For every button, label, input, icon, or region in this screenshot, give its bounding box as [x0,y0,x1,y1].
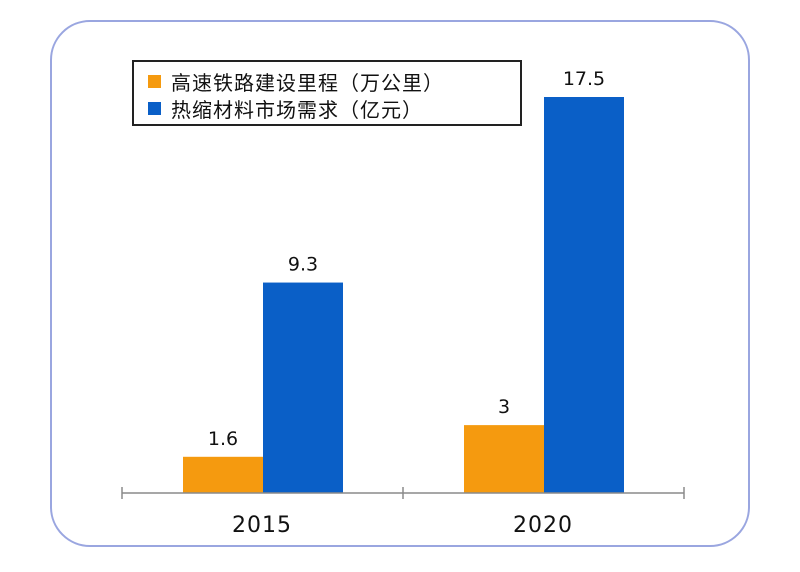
bar-heat-shrink-2020 [544,97,624,493]
legend-label-railway: 高速铁路建设里程（万公里） [171,71,444,95]
x-tick-label-2020: 2020 [513,513,573,538]
legend-swatch-heat-shrink [148,102,161,115]
legend-swatch-railway [148,75,161,88]
bar-railway-2015 [183,456,263,493]
data-label-railway-2020: 3 [498,396,510,418]
x-tick-label-2015: 2015 [232,513,292,538]
legend-item-heat-shrink: 热缩材料市场需求（亿元） [148,95,520,122]
bar-heat-shrink-2015 [263,282,343,493]
data-label-heat-shrink-2015: 9.3 [288,254,318,276]
legend-item-railway: 高速铁路建设里程（万公里） [148,68,520,95]
bar-railway-2020 [464,425,544,493]
data-label-railway-2015: 1.6 [208,428,238,450]
legend: 高速铁路建设里程（万公里） 热缩材料市场需求（亿元） [132,60,522,126]
data-label-heat-shrink-2020: 17.5 [563,68,605,90]
legend-label-heat-shrink: 热缩材料市场需求（亿元） [171,98,423,122]
